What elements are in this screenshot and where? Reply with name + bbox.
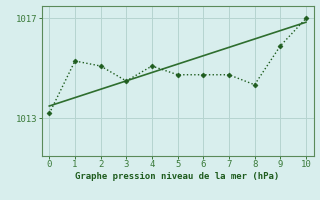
X-axis label: Graphe pression niveau de la mer (hPa): Graphe pression niveau de la mer (hPa) [76, 172, 280, 181]
